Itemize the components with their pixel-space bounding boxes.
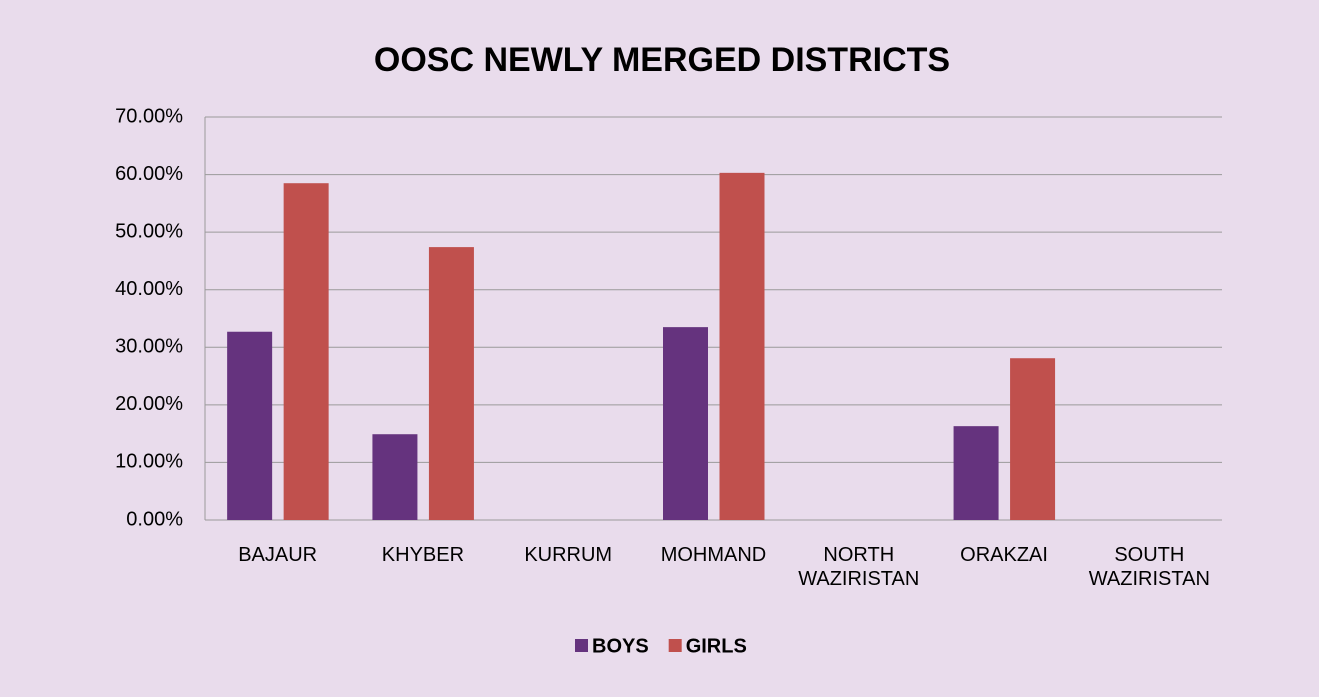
y-tick-label: 40.00% <box>115 278 183 300</box>
bar <box>283 183 329 520</box>
bar <box>372 434 418 520</box>
bar <box>428 247 474 520</box>
legend-label: GIRLS <box>686 635 747 657</box>
x-tick-label: KHYBER <box>381 544 465 566</box>
y-tick-label: 0.00% <box>126 508 183 530</box>
x-tick-label-box: KURRUM <box>524 544 613 566</box>
bar <box>663 327 708 520</box>
chart-title: OOSC NEWLY MERGED DISTRICTS <box>374 41 950 79</box>
legend-swatch <box>668 639 682 652</box>
x-tick-label-box: SOUTH WAZIRISTAN <box>1088 544 1210 590</box>
y-tick-label: 10.00% <box>115 451 183 473</box>
x-tick-label: SOUTH WAZIRISTAN <box>1088 544 1210 590</box>
bar <box>719 172 765 520</box>
x-tick-label-box: BAJAUR <box>238 544 318 566</box>
y-tick-label: 30.00% <box>115 336 183 358</box>
x-tick-label: MOHMAND <box>660 544 767 566</box>
y-tick-label: 20.00% <box>115 393 183 415</box>
x-tick-label: KURRUM <box>524 544 613 566</box>
x-tick-label-box: ORAKZAI <box>960 544 1048 566</box>
bar <box>953 426 999 520</box>
bar <box>227 331 273 520</box>
x-tick-label-box: MOHMAND <box>660 544 767 566</box>
x-tick-label-box: NORTH WAZIRISTAN <box>798 544 920 590</box>
x-tick-label-box: KHYBER <box>381 544 465 566</box>
y-tick-label: 60.00% <box>115 163 183 185</box>
x-tick-label: BAJAUR <box>238 544 318 566</box>
y-tick-label: 50.00% <box>115 220 183 242</box>
x-tick-label: ORAKZAI <box>960 544 1048 566</box>
x-tick-label: NORTH WAZIRISTAN <box>798 544 920 590</box>
legend-label: BOYS <box>592 635 649 657</box>
y-tick-label: 70.00% <box>115 105 183 127</box>
legend-swatch <box>575 639 588 652</box>
bar <box>1010 358 1056 520</box>
